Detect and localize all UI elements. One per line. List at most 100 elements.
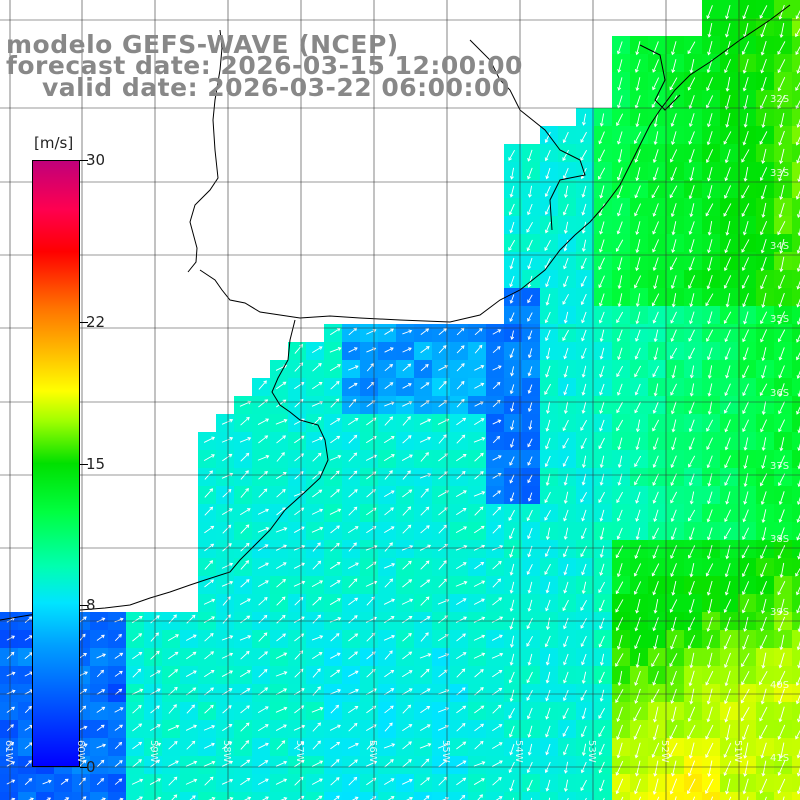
wind-direction-arrow-icon	[706, 131, 713, 146]
wind-direction-arrow-icon	[759, 95, 768, 110]
longitude-label: 60W	[75, 740, 86, 763]
wind-direction-arrow-icon	[778, 202, 785, 218]
wind-direction-arrow-icon	[778, 4, 785, 20]
wind-direction-arrow-icon	[689, 203, 695, 218]
wind-cell	[144, 792, 162, 800]
wind-direction-arrow-icon	[669, 149, 678, 163]
wind-direction-arrow-icon	[724, 239, 731, 254]
wind-direction-arrow-icon	[544, 149, 551, 162]
colorbar-tick-label: 15	[86, 454, 106, 473]
wind-cell	[432, 792, 450, 800]
wind-direction-arrow-icon	[688, 239, 695, 254]
wind-direction-arrow-icon	[616, 221, 623, 235]
longitude-label: 58W	[221, 740, 232, 763]
wind-direction-arrow-icon	[616, 203, 623, 217]
wind-direction-arrow-icon	[797, 173, 800, 183]
wind-direction-arrow-icon	[562, 167, 569, 180]
wind-direction-arrow-icon	[599, 113, 605, 127]
wind-direction-arrow-icon	[759, 167, 768, 181]
wind-cell	[126, 792, 144, 800]
wind-direction-arrow-icon	[777, 59, 786, 74]
wind-direction-arrow-icon	[617, 149, 623, 163]
wind-cell	[90, 792, 108, 800]
wind-direction-arrow-icon	[723, 131, 732, 145]
wind-cell	[18, 792, 36, 800]
wind-direction-arrow-icon	[779, 184, 785, 200]
wind-cell	[540, 792, 558, 800]
wind-direction-arrow-icon	[759, 131, 768, 145]
wind-direction-arrow-icon	[635, 41, 641, 56]
wind-cell	[72, 792, 90, 800]
wind-direction-arrow-icon	[743, 94, 749, 110]
wind-direction-arrow-icon	[742, 5, 749, 20]
wind-direction-arrow-icon	[508, 203, 515, 216]
wind-cell	[792, 162, 800, 180]
latitude-label: 33S	[770, 168, 790, 179]
wind-cell	[324, 792, 342, 800]
wind-direction-arrow-icon	[563, 239, 569, 252]
wind-cell	[792, 576, 800, 594]
wind-direction-arrow-icon	[688, 95, 695, 110]
wind-cell	[0, 792, 18, 800]
wind-cell	[216, 792, 234, 800]
wind-cell	[738, 792, 756, 800]
wind-direction-arrow-icon	[634, 203, 642, 217]
wind-direction-arrow-icon	[562, 203, 569, 216]
wind-direction-arrow-icon	[724, 59, 732, 74]
wind-direction-arrow-icon	[688, 113, 695, 128]
wind-cell	[306, 792, 324, 800]
wind-cell	[792, 108, 800, 126]
wind-cell	[792, 252, 800, 270]
wind-direction-arrow-icon	[724, 149, 731, 164]
wind-cell	[792, 648, 800, 666]
wind-direction-arrow-icon	[544, 239, 551, 251]
wind-direction-arrow-icon	[671, 59, 677, 74]
wind-direction-arrow-icon	[705, 149, 714, 163]
wind-cell	[792, 720, 800, 738]
wind-cell	[486, 792, 504, 800]
wind-cell	[792, 792, 800, 800]
wind-direction-arrow-icon	[724, 40, 731, 56]
latitude-label: 38S	[770, 534, 790, 545]
wind-cell	[792, 450, 800, 468]
wind-direction-arrow-icon	[526, 239, 533, 252]
wind-cell	[792, 378, 800, 396]
longitude-label: 53W	[586, 740, 597, 763]
wind-direction-arrow-icon	[760, 238, 767, 254]
wind-direction-arrow-icon	[795, 81, 800, 91]
wind-direction-arrow-icon	[635, 221, 641, 236]
wind-direction-arrow-icon	[651, 95, 660, 108]
wind-cell	[720, 792, 738, 800]
wind-cell	[792, 396, 800, 414]
wind-direction-arrow-icon	[779, 148, 785, 165]
wind-direction-arrow-icon	[742, 130, 749, 146]
wind-direction-arrow-icon	[760, 22, 767, 38]
wind-cell	[792, 684, 800, 702]
wind-direction-arrow-icon	[761, 112, 767, 129]
wind-cell	[252, 792, 270, 800]
wind-direction-arrow-icon	[777, 221, 786, 236]
wind-cell	[792, 630, 800, 648]
wind-direction-arrow-icon	[671, 41, 677, 56]
wind-direction-arrow-icon	[581, 203, 587, 216]
wind-direction-arrow-icon	[599, 185, 605, 199]
wind-cell	[702, 792, 720, 800]
wind-direction-arrow-icon	[598, 167, 606, 180]
wind-direction-arrow-icon	[544, 185, 551, 198]
wind-cell	[774, 792, 792, 800]
wind-cell	[234, 792, 252, 800]
wind-direction-arrow-icon	[741, 149, 750, 163]
wind-direction-arrow-icon	[725, 76, 731, 92]
wind-direction-arrow-icon	[652, 239, 659, 253]
wind-direction-arrow-icon	[724, 94, 731, 110]
wind-cell	[792, 0, 800, 18]
wind-direction-arrow-icon	[777, 95, 786, 110]
wind-cell	[792, 126, 800, 144]
wind-cell	[54, 792, 72, 800]
wind-direction-arrow-icon	[544, 131, 551, 143]
wind-direction-arrow-icon	[688, 131, 695, 145]
wind-direction-arrow-icon	[741, 185, 750, 199]
wind-direction-arrow-icon	[760, 58, 767, 74]
wind-direction-arrow-icon	[723, 203, 732, 217]
